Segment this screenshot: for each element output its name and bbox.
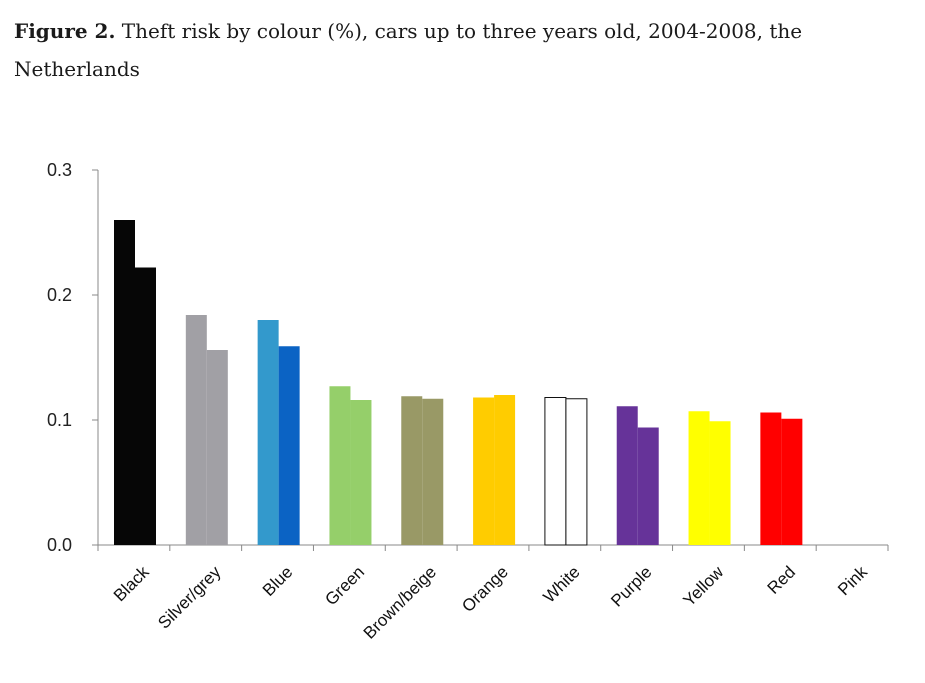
bar-blue-1	[257, 320, 279, 545]
y-tick-label: 0.3	[47, 160, 72, 180]
x-tick-label: Green	[321, 562, 368, 609]
bar-brown-beige-2	[422, 398, 444, 545]
bar-orange-2	[494, 395, 516, 545]
figure-label: Figure 2.	[14, 19, 116, 43]
bar-black-2	[135, 267, 156, 545]
bar-blue-2	[278, 346, 300, 545]
bar-silver-grey-2	[206, 350, 228, 545]
bar-purple-2	[637, 427, 659, 545]
y-tick-label: 0.2	[47, 285, 72, 305]
bar-yellow-2	[709, 421, 731, 545]
bar-green-2	[350, 400, 372, 545]
x-tick-label: Orange	[458, 562, 512, 616]
bar-brown-beige-1	[401, 396, 423, 545]
bar-black-1	[114, 220, 135, 545]
x-tick-label: Red	[764, 562, 799, 597]
figure-caption: Figure 2. Theft risk by colour (%), cars…	[14, 12, 894, 88]
x-tick-label: Black	[110, 562, 153, 605]
chart-bars	[114, 220, 803, 546]
bar-yellow-1	[688, 411, 710, 545]
bar-red-2	[781, 418, 803, 545]
y-tick-label: 0.0	[47, 535, 72, 555]
figure-title: Theft risk by colour (%), cars up to thr…	[14, 19, 803, 81]
x-tick-label: Silver/grey	[154, 562, 225, 633]
x-tick-label: Brown/beige	[360, 562, 440, 642]
x-tick-label: Yellow	[680, 562, 728, 610]
x-tick-label: Purple	[607, 562, 655, 610]
bar-white-1	[544, 397, 567, 546]
bar-silver-grey-1	[185, 315, 207, 545]
x-tick-label: Pink	[834, 562, 871, 599]
x-tick-label: Blue	[259, 562, 296, 599]
y-tick-labels: 0.0 0.1 0.2 0.3	[47, 160, 72, 555]
x-tick-label: White	[539, 562, 583, 606]
bar-orange-1	[473, 397, 495, 545]
bar-white-2	[565, 398, 588, 546]
bar-green-1	[329, 386, 351, 545]
y-tick-label: 0.1	[47, 410, 72, 430]
bar-red-1	[760, 412, 782, 545]
bar-purple-1	[616, 406, 638, 545]
